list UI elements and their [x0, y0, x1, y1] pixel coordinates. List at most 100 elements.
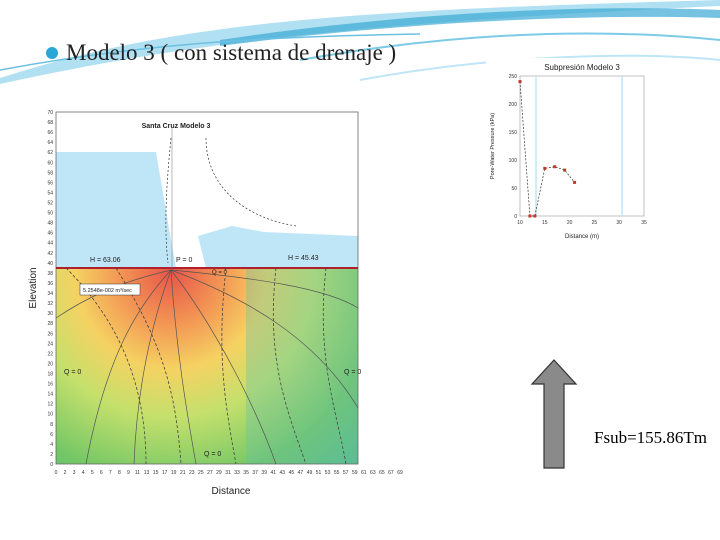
flow-x-tick-label: 43	[280, 470, 286, 476]
flow-y-tick-label: 48	[47, 221, 53, 227]
subpresion-point	[573, 180, 577, 184]
flow-x-tick-label: 13	[144, 470, 150, 476]
subpresion-point	[563, 168, 567, 172]
flow-y-tick-label: 54	[47, 190, 53, 196]
subpresion-y-tick-label: 100	[509, 158, 518, 164]
soil-domain	[56, 268, 358, 464]
flow-x-tick-label: 51	[316, 470, 322, 476]
label-q-zero-left: Q = 0	[64, 369, 81, 376]
flow-x-tick-label: 35	[243, 470, 249, 476]
flow-x-tick-label: 47	[298, 470, 304, 476]
label-h-left: H = 63.06	[90, 257, 121, 264]
bullet-icon	[46, 47, 58, 59]
subpresion-y-tick-label: 200	[509, 102, 518, 108]
flow-x-tick-label: 65	[379, 470, 385, 476]
flow-y-tick-label: 22	[47, 351, 53, 357]
flow-y-tick-label: 28	[47, 321, 53, 327]
flow-y-tick-label: 36	[47, 281, 53, 287]
flow-y-tick-label: 44	[47, 241, 53, 247]
flow-x-tick-label: 63	[370, 470, 376, 476]
subpresion-x-tick-label: 35	[641, 220, 647, 226]
flow-y-tick-label: 18	[47, 371, 53, 377]
label-h-right: H = 45.43	[288, 255, 319, 262]
subpresion-x-tick-label: 25	[592, 220, 598, 226]
slide-title-row: Modelo 3 ( con sistema de drenaje )	[46, 40, 396, 66]
flow-y-tick-label: 0	[50, 462, 53, 468]
subpresion-title: Subpresión Modelo 3	[544, 63, 620, 72]
flow-x-tick-label: 19	[171, 470, 177, 476]
flow-y-tick-label: 42	[47, 251, 53, 257]
flow-y-tick-label: 58	[47, 170, 53, 176]
flow-x-tick-label: 41	[270, 470, 276, 476]
flow-y-tick-label: 46	[47, 231, 53, 237]
flow-x-tick-label: 3	[73, 470, 76, 476]
flow-y-tick-label: 50	[47, 211, 53, 217]
subpresion-y-tick-label: 250	[509, 74, 518, 80]
subpresion-x-tick-label: 15	[542, 220, 548, 226]
flow-x-tick-label: 27	[207, 470, 213, 476]
flow-x-tick-label: 55	[334, 470, 340, 476]
label-q-zero-bottom: Q = 0	[204, 451, 221, 458]
flow-y-tick-label: 40	[47, 261, 53, 267]
subpresion-y-tick-label: 0	[514, 214, 517, 220]
flow-x-tick-label: 5	[91, 470, 94, 476]
flow-x-tick-label: 57	[343, 470, 349, 476]
subpresion-x-tick-label: 20	[567, 220, 573, 226]
flow-y-ticks: 0246810121416182022242628303234363840424…	[47, 110, 53, 468]
flow-ylabel: Elevation	[28, 267, 39, 308]
subpresion-y-ticks: 0 50 100 150 200 250	[509, 74, 518, 220]
header-swoosh-decoration	[0, 0, 720, 84]
flow-x-tick-label: 59	[352, 470, 358, 476]
subpresion-point	[543, 166, 547, 170]
flow-y-tick-label: 20	[47, 361, 53, 367]
flow-y-tick-label: 10	[47, 412, 53, 418]
subpresion-x-tick-label: 10	[517, 220, 523, 226]
flow-x-tick-label: 33	[234, 470, 240, 476]
flow-x-tick-label: 61	[361, 470, 367, 476]
flow-plot-title: Santa Cruz Modelo 3	[142, 123, 211, 130]
flow-x-tick-label: 67	[388, 470, 394, 476]
flow-x-tick-label: 11	[135, 470, 140, 476]
flow-x-tick-label: 23	[189, 470, 195, 476]
subpresion-plot: Subpresión Modelo 3 Distance (m) Pore-Wa…	[486, 58, 650, 242]
flow-y-tick-label: 30	[47, 311, 53, 317]
flow-x-tick-label: 2	[64, 470, 67, 476]
flow-y-tick-label: 6	[50, 432, 53, 438]
flow-x-tick-label: 8	[118, 470, 121, 476]
subpresion-x-ticks: 10 15 20 25 30 35	[517, 220, 647, 226]
subpresion-points	[518, 80, 577, 218]
flow-y-tick-label: 32	[47, 301, 53, 307]
flow-y-tick-label: 34	[47, 291, 53, 297]
label-flux: 5.2548e-002 m³/sec	[83, 288, 132, 294]
uplift-arrow-icon	[530, 359, 578, 469]
water-region-left	[56, 152, 176, 268]
flow-y-tick-label: 16	[47, 382, 53, 388]
flow-x-tick-label: 37	[252, 470, 258, 476]
flow-x-tick-label: 29	[216, 470, 222, 476]
fsub-label: Fsub=155.86Tm	[594, 428, 708, 447]
subpresion-y-tick-label: 50	[511, 186, 517, 192]
subpresion-point	[518, 80, 522, 84]
flow-y-tick-label: 62	[47, 150, 53, 156]
flow-y-tick-label: 60	[47, 160, 53, 166]
label-q-zero-right: Q = 0	[344, 369, 361, 376]
flow-y-tick-label: 2	[50, 452, 53, 458]
flow-y-tick-label: 24	[47, 341, 53, 347]
flow-y-tick-label: 8	[50, 422, 53, 428]
flow-y-tick-label: 52	[47, 201, 53, 207]
subpresion-point	[528, 214, 532, 218]
flow-x-tick-label: 6	[100, 470, 103, 476]
slide-title: Modelo 3 ( con sistema de drenaje )	[66, 40, 397, 65]
subpresion-ylabel: Pore-Water Pressure (kPa)	[490, 113, 496, 179]
flow-xlabel: Distance	[212, 486, 251, 497]
flow-x-tick-label: 9	[127, 470, 130, 476]
flow-y-tick-label: 4	[50, 442, 53, 448]
flow-x-tick-label: 4	[82, 470, 85, 476]
label-p-zero: P = 0	[176, 257, 193, 264]
flow-x-tick-label: 15	[153, 470, 159, 476]
water-region-right	[198, 226, 358, 268]
flow-x-tick-label: 49	[307, 470, 313, 476]
subpresion-x-tick-label: 30	[616, 220, 622, 226]
flow-x-tick-label: 69	[397, 470, 403, 476]
flow-net-plot: 0246810121416182022242628303234363840424…	[28, 110, 403, 497]
